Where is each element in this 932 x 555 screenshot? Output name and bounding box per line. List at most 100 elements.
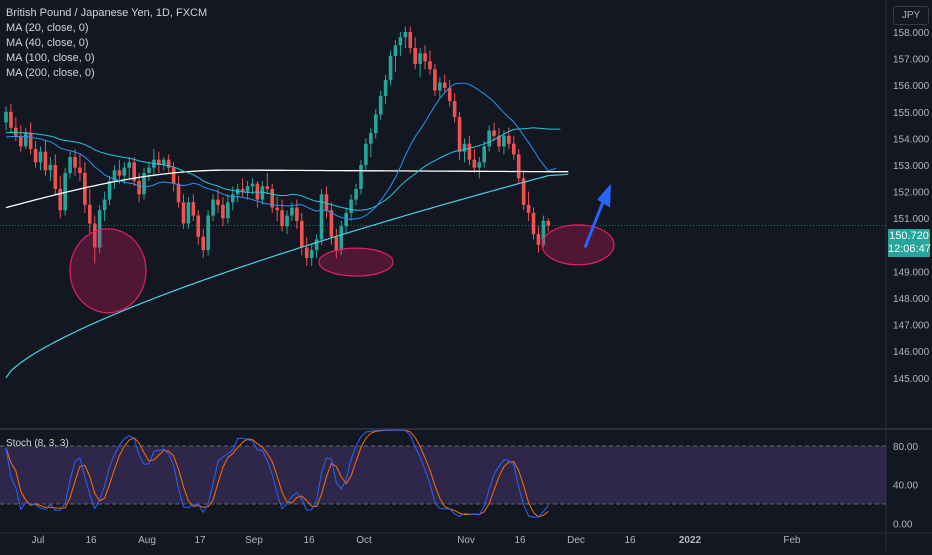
candle [63, 167, 67, 216]
ma20-line [5, 82, 557, 220]
candle [531, 207, 536, 240]
candle [216, 188, 220, 213]
legend-ma100[interactable]: MA (100, close, 0) [6, 52, 95, 64]
candle-body [48, 165, 53, 171]
candle-body [359, 165, 363, 189]
candle [181, 194, 186, 229]
candle-body [73, 157, 77, 168]
time-tick-label: 16 [303, 535, 315, 546]
candle-body [452, 101, 457, 118]
candle-body [211, 199, 215, 216]
legend-ma200[interactable]: MA (200, close, 0) [6, 67, 95, 79]
candle [4, 106, 8, 131]
candle [176, 175, 181, 208]
candle-body [260, 186, 265, 200]
candle [354, 183, 358, 205]
candle-body [157, 159, 161, 165]
candle-body [531, 212, 536, 235]
candle-body [127, 162, 132, 168]
highlight-ellipse [318, 247, 394, 277]
candle [462, 138, 467, 163]
candle [92, 215, 97, 264]
time-tick-label: 17 [194, 535, 206, 546]
candle-body [280, 210, 284, 227]
candle [260, 180, 265, 205]
stoch-label[interactable]: Stoch (8, 3, 3) [6, 438, 69, 449]
candle [408, 26, 413, 54]
candle-body [526, 204, 531, 213]
stoch-tick-label: 0.00 [893, 519, 913, 530]
candle-body [482, 146, 487, 163]
candle [423, 45, 427, 70]
candle-body [373, 114, 378, 134]
candle [68, 151, 72, 179]
candle [349, 194, 353, 221]
candle [102, 191, 107, 221]
candle-body [270, 188, 275, 208]
candle-body [428, 61, 432, 70]
candle [295, 199, 299, 229]
candle [107, 175, 112, 205]
candle [324, 186, 329, 219]
candle-body [161, 159, 166, 165]
price-tick-label: 156.000 [893, 81, 930, 92]
candle-body [511, 143, 516, 155]
candle-body [467, 143, 472, 160]
candle-body [304, 247, 309, 259]
highlight-ellipse [541, 224, 615, 266]
stoch-k-line [5, 429, 549, 518]
candle-body [383, 79, 388, 96]
candle [275, 196, 279, 221]
candle-body [344, 212, 348, 227]
candle [398, 32, 403, 56]
candle [23, 127, 28, 150]
candle [38, 146, 43, 171]
candle-body [546, 220, 551, 226]
candle-body [226, 202, 230, 219]
candle-body [423, 53, 427, 62]
candle [482, 141, 487, 168]
bullish-arrow-head [597, 183, 611, 208]
candle-body [447, 87, 452, 102]
time-tick-label: Feb [783, 535, 801, 546]
candle-body [285, 215, 289, 227]
candle [344, 207, 348, 235]
time-tick-label: Aug [138, 535, 156, 546]
candle-body [275, 207, 279, 211]
candle-body [137, 180, 141, 195]
candle-body [97, 210, 102, 248]
candle [18, 125, 23, 152]
legend: British Pound / Japanese Yen, 1D, FXCM M… [6, 6, 207, 81]
candle [147, 162, 151, 181]
candle-body [477, 162, 482, 168]
candle-body [28, 133, 33, 150]
price-tick-label: 157.000 [893, 55, 930, 66]
candle-body [354, 188, 358, 200]
candle-body [433, 69, 437, 91]
stoch-d-line [5, 429, 549, 518]
candle-body [68, 157, 72, 173]
candle-body [364, 143, 368, 165]
candle [536, 226, 541, 253]
symbol-title[interactable]: British Pound / Japanese Yen, 1D, FXCM [6, 7, 208, 19]
candle [43, 141, 48, 176]
time-tick-label: Jul [32, 535, 45, 546]
candle-body [339, 226, 344, 251]
legend-ma20[interactable]: MA (20, close, 0) [6, 22, 89, 34]
candle-body [403, 32, 408, 38]
candle-body [117, 170, 122, 176]
currency-button[interactable]: JPY [893, 6, 929, 25]
candle-body [388, 55, 393, 80]
candle [359, 159, 363, 195]
stochastic-pane [0, 429, 886, 518]
annotations [69, 183, 615, 314]
legend-ma40[interactable]: MA (40, close, 0) [6, 37, 89, 49]
candle-body [78, 167, 82, 173]
candle [497, 127, 501, 152]
candles [4, 26, 551, 267]
candle [334, 228, 339, 259]
candle-body [230, 194, 235, 203]
candle [166, 154, 171, 173]
